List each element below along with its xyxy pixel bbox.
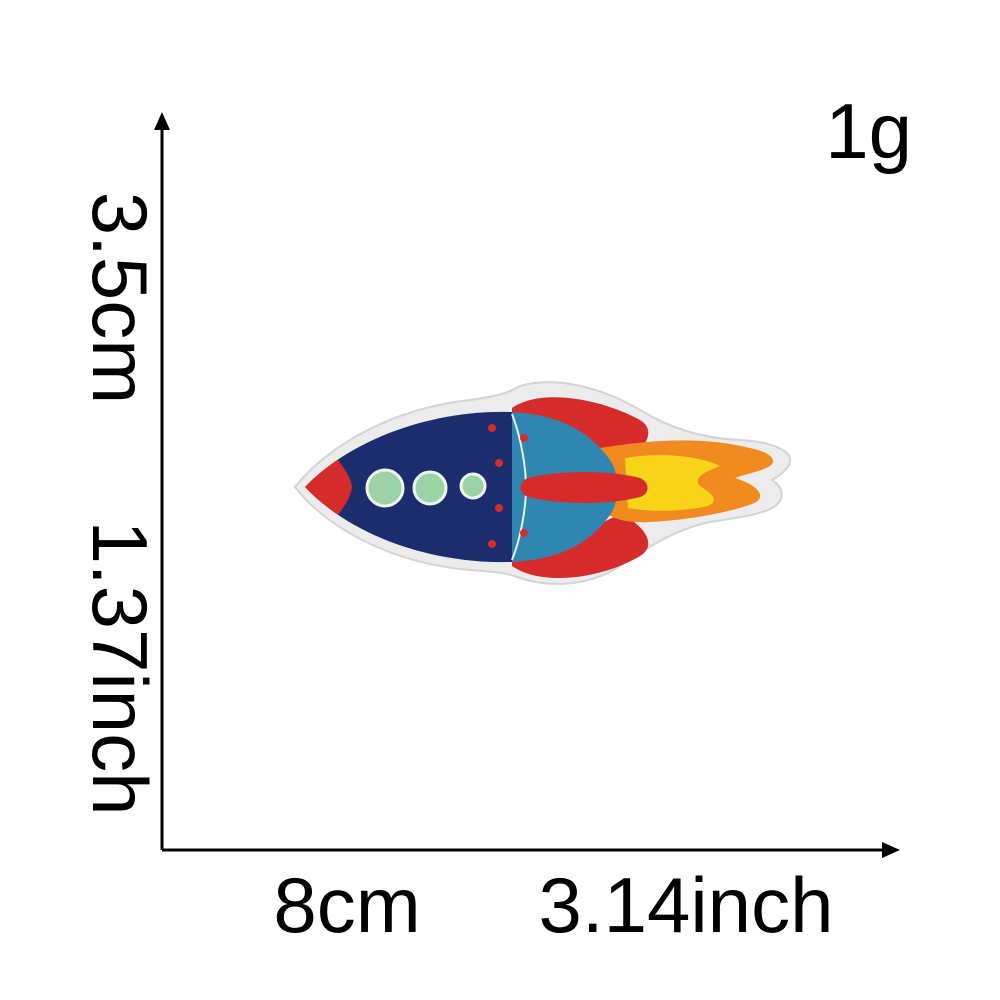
rocket-window-1 — [365, 468, 405, 508]
width-inch-label: 3.14inch — [538, 861, 834, 949]
height-inch-label: 1.37inch — [76, 520, 164, 816]
rocket-window-3 — [459, 472, 487, 500]
rocket-window-2 — [412, 470, 448, 506]
rocket-nose-cone — [305, 420, 352, 555]
weight-label: 1g — [825, 87, 912, 175]
vertical-axis-arrowhead — [154, 112, 170, 130]
rocket-flame-yellow — [625, 455, 720, 511]
height-cm-label: 3.5cm — [76, 191, 164, 405]
rocket-bottom-fin — [512, 514, 649, 579]
horizontal-axis-arrowhead — [882, 842, 900, 858]
rocket-rivets — [488, 424, 528, 548]
rocket-top-fin — [512, 397, 649, 462]
width-cm-label: 8cm — [273, 861, 421, 949]
rocket-center-stripe — [520, 472, 648, 503]
